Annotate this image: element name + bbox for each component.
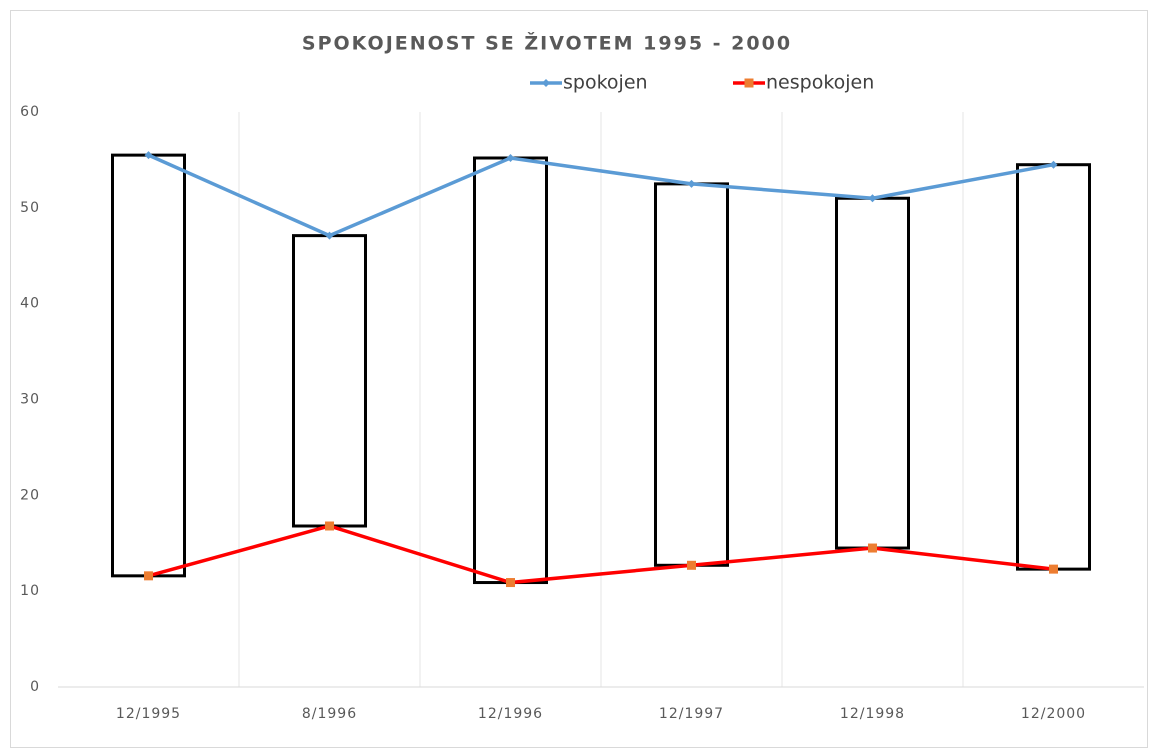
marker — [687, 179, 696, 188]
marker — [687, 560, 696, 570]
series-line — [148, 524, 1054, 585]
chart-title: SPOKOJENOST SE ŽIVOTEM 1995 - 2000 — [302, 32, 792, 55]
chart-frame — [10, 10, 1148, 748]
marker — [868, 194, 877, 203]
y-tick-label: 50 — [20, 200, 40, 216]
marker — [506, 578, 515, 588]
y-tick-label: 20 — [20, 487, 40, 503]
legend-marker — [744, 78, 754, 88]
x-tick-label: 12/1998 — [840, 706, 905, 722]
y-tick-label: 30 — [20, 392, 40, 408]
legend-label: nespokojen — [766, 72, 874, 94]
x-tick-label: 8/1996 — [302, 706, 357, 722]
up-down-bar — [473, 156, 548, 585]
up-down-bar — [292, 234, 367, 528]
x-tick-label: 12/1995 — [116, 706, 181, 722]
marker — [868, 543, 877, 553]
series-line — [147, 153, 1054, 238]
legend-label: spokojen — [563, 72, 648, 94]
x-tick-label: 12/1996 — [478, 706, 543, 722]
y-tick-label: 60 — [20, 104, 40, 120]
marker — [325, 231, 334, 240]
marker — [1049, 160, 1058, 169]
y-tick-label: 0 — [30, 679, 40, 695]
marker — [325, 521, 334, 531]
up-down-bar — [654, 182, 729, 567]
marker — [506, 154, 515, 162]
y-tick-label: 40 — [20, 296, 40, 312]
up-down-bar — [835, 196, 910, 550]
up-down-bar — [111, 153, 186, 578]
up-down-bar — [1016, 163, 1091, 571]
legend-marker — [542, 79, 550, 87]
marker — [144, 571, 153, 581]
marker — [1049, 564, 1058, 574]
x-tick-label: 12/1997 — [659, 706, 724, 722]
marker — [144, 151, 153, 160]
x-tick-label: 12/2000 — [1021, 706, 1086, 722]
y-tick-label: 10 — [20, 583, 40, 599]
